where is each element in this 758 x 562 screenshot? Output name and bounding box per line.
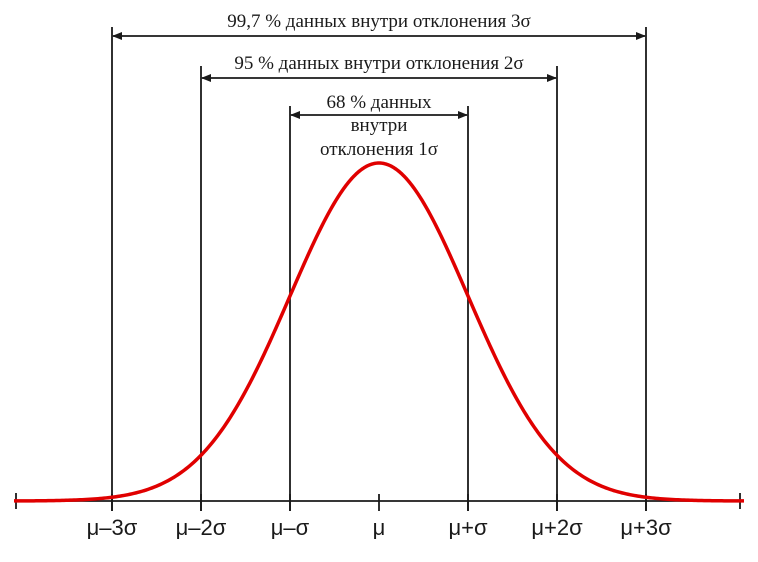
tick-label: μ–3σ — [87, 515, 138, 540]
span-label: 95 % данных внутри отклонения 2σ — [234, 53, 523, 74]
bell-curve-layer — [14, 161, 744, 503]
span-label: 99,7 % данных внутри отклонения 3σ — [227, 11, 531, 32]
x-axis-tick-labels: μ–3σ μ–2σ μ–σ μ μ+σ μ+2σ μ+3σ — [87, 515, 672, 540]
tick-label: μ+3σ — [620, 515, 672, 540]
sigma-guide-lines — [111, 27, 647, 511]
normal-distribution-curve — [14, 161, 744, 503]
x-axis — [15, 493, 741, 511]
tick-label: μ+2σ — [531, 515, 583, 540]
tick-label: μ–σ — [271, 515, 310, 540]
span-3-sigma: 99,7 % данных внутри отклонения 3σ — [112, 11, 646, 40]
span-label-line: 68 % данных — [326, 92, 432, 113]
tick-label: μ — [373, 515, 386, 540]
span-label-line: отклонения 1σ — [320, 139, 438, 160]
span-2-sigma: 95 % данных внутри отклонения 2σ — [201, 53, 557, 82]
percentage-spans: 99,7 % данных внутри отклонения 3σ 95 % д… — [112, 11, 646, 160]
tick-label: μ+σ — [448, 515, 488, 540]
tick-label: μ–2σ — [176, 515, 227, 540]
span-label-line: внутри — [351, 115, 408, 136]
